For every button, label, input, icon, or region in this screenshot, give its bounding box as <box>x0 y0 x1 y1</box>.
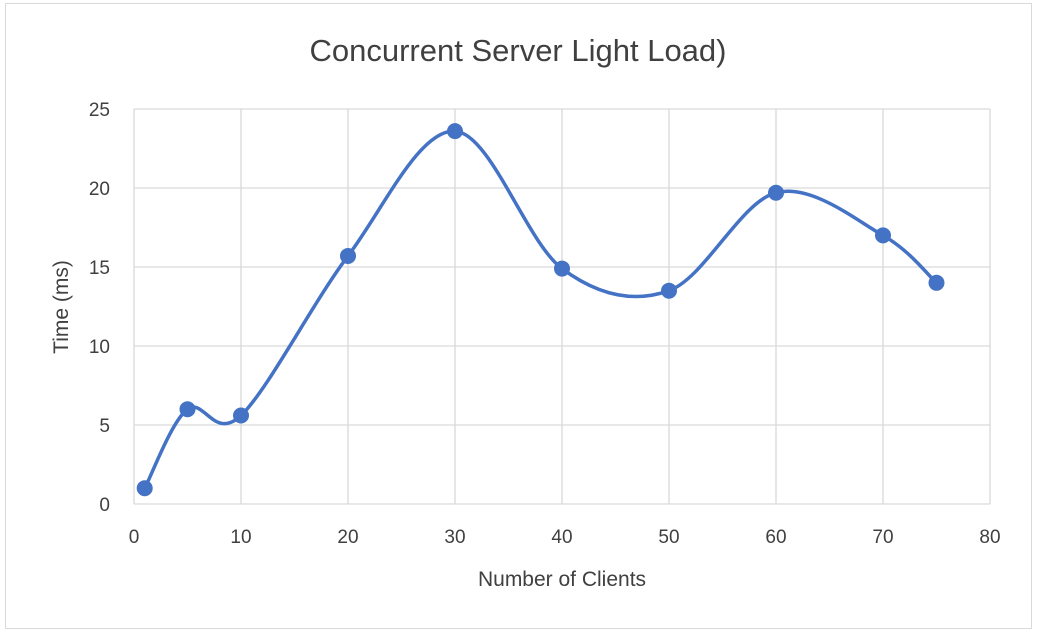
y-axis-tick-labels: 0 5 10 15 20 25 <box>89 100 110 516</box>
x-tick-label: 20 <box>337 527 358 548</box>
x-axis-title: Number of Clients <box>478 568 646 591</box>
chart-area <box>5 3 1032 629</box>
vertical-gridlines <box>133 109 991 504</box>
x-tick-label: 70 <box>872 527 893 548</box>
y-tick-label: 5 <box>99 416 110 437</box>
y-tick-label: 25 <box>89 100 110 121</box>
y-tick-label: 20 <box>89 179 110 200</box>
x-tick-label: 40 <box>551 527 572 548</box>
data-point <box>233 407 249 424</box>
x-tick-label: 30 <box>444 527 465 548</box>
data-point <box>768 184 784 201</box>
data-point <box>661 282 677 299</box>
data-point <box>179 401 196 418</box>
x-tick-label: 0 <box>129 527 140 548</box>
series-layer <box>142 129 939 490</box>
x-tick-label: 60 <box>765 527 786 548</box>
y-tick-label: 0 <box>99 495 110 516</box>
y-axis-title: Time (ms) <box>50 260 73 354</box>
data-point <box>136 480 153 497</box>
x-tick-label: 50 <box>658 527 679 548</box>
horizontal-gridlines <box>134 108 990 505</box>
data-point <box>554 260 570 277</box>
series-line <box>142 129 939 490</box>
data-points <box>136 123 945 497</box>
y-tick-label: 10 <box>89 337 110 358</box>
data-point <box>340 247 356 264</box>
data-point <box>928 274 945 291</box>
x-tick-label: 80 <box>979 527 1000 548</box>
chart-title: Concurrent Server Light Load) <box>309 33 726 68</box>
x-axis-tick-labels: 0 10 20 30 40 50 60 70 80 <box>129 527 1001 548</box>
data-point <box>447 123 463 140</box>
data-point <box>875 227 891 244</box>
x-tick-label: 10 <box>230 527 251 548</box>
y-tick-label: 15 <box>89 258 110 279</box>
